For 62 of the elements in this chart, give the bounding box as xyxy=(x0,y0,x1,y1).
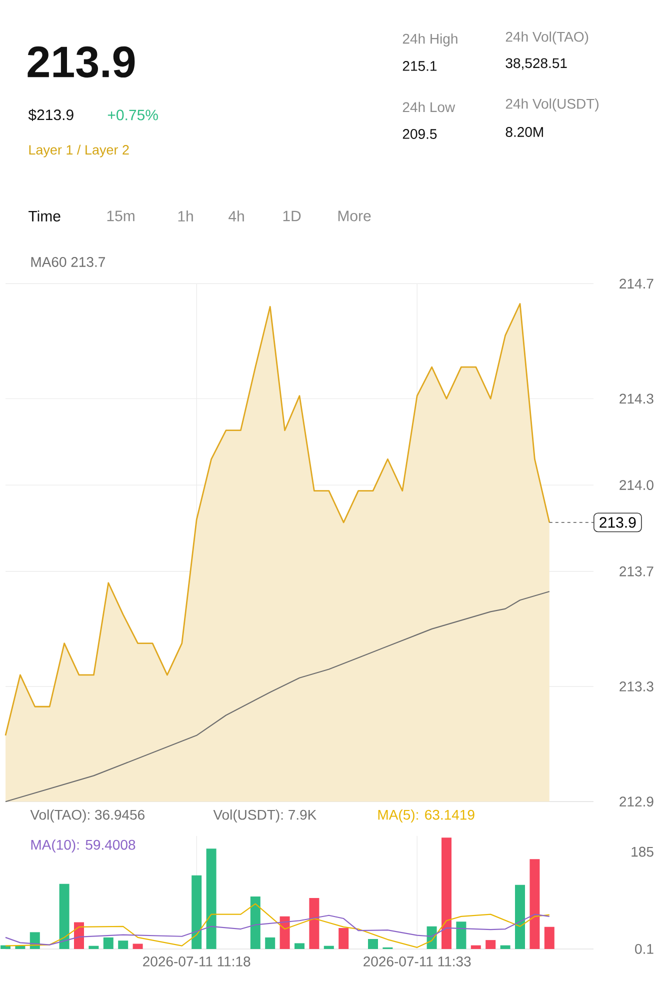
bar xyxy=(470,945,481,949)
text: 215.1 xyxy=(402,61,437,71)
bar xyxy=(132,944,143,949)
text: 24h Vol(USDT) xyxy=(506,98,598,112)
text: 213.9 xyxy=(28,46,135,78)
text: 1h xyxy=(178,210,193,222)
bar xyxy=(250,896,260,949)
text: 209.5 xyxy=(402,129,437,139)
bar xyxy=(324,946,334,949)
bar xyxy=(15,946,26,949)
text: +0.75% xyxy=(108,110,158,120)
bar xyxy=(368,939,378,949)
y-tick-label: 212.9 xyxy=(620,796,654,807)
bar xyxy=(74,922,84,949)
text: 4h xyxy=(228,210,244,222)
bar xyxy=(206,848,216,949)
text: MA60 213.7 xyxy=(31,257,105,267)
text: MA(5): 63.1419 xyxy=(378,809,474,823)
line-series xyxy=(4,590,550,802)
text: 24h Vol(TAO) xyxy=(506,31,588,45)
bar xyxy=(456,922,466,949)
bar xyxy=(118,940,128,949)
line-series xyxy=(4,903,550,948)
bar xyxy=(59,884,70,949)
x-tick-label: 2026-07-11 11:33 xyxy=(364,956,471,966)
text: 8.20M xyxy=(506,127,543,137)
text: 15m xyxy=(107,210,134,222)
y-tick-label: 213.7 xyxy=(620,566,654,576)
y-tick-label: 213.3 xyxy=(620,682,654,692)
bar xyxy=(530,859,540,949)
bar xyxy=(280,916,290,949)
bar xyxy=(338,928,349,949)
text: MA(10): 59.4008 xyxy=(31,839,136,853)
text: Vol(USDT): 7.9K xyxy=(213,809,317,823)
x-tick-label: 2026-07-11 11:18 xyxy=(143,956,250,966)
text: Layer 1 / Layer 2 xyxy=(29,144,129,158)
bar xyxy=(103,937,114,949)
text: 1D xyxy=(283,210,301,222)
bar xyxy=(294,943,304,949)
bar xyxy=(192,875,202,949)
bar xyxy=(88,946,99,949)
line-series xyxy=(4,914,550,946)
bar xyxy=(500,945,510,949)
bar xyxy=(544,926,554,949)
text: 24h High xyxy=(402,33,458,47)
text: 24h Low xyxy=(402,102,456,112)
ref-line-label: 213.9 xyxy=(600,517,636,528)
bar xyxy=(442,838,452,949)
bar xyxy=(309,898,320,949)
y-tick-label: 214.3 xyxy=(620,394,654,404)
text: Vol(TAO): 36.9456 xyxy=(30,809,144,823)
text: More xyxy=(338,210,371,222)
bar xyxy=(486,940,496,949)
text: $213.9 xyxy=(28,108,74,122)
y-tick-label: 214.0 xyxy=(620,480,654,490)
bar xyxy=(515,884,525,949)
text: 38,528.51 xyxy=(506,58,567,70)
y-tick-label: 185 xyxy=(632,846,654,857)
text: Time xyxy=(28,210,60,222)
y-tick-label: 214.7 xyxy=(620,278,654,288)
y-tick-label: 0.1 xyxy=(635,944,654,954)
bar xyxy=(265,937,276,949)
